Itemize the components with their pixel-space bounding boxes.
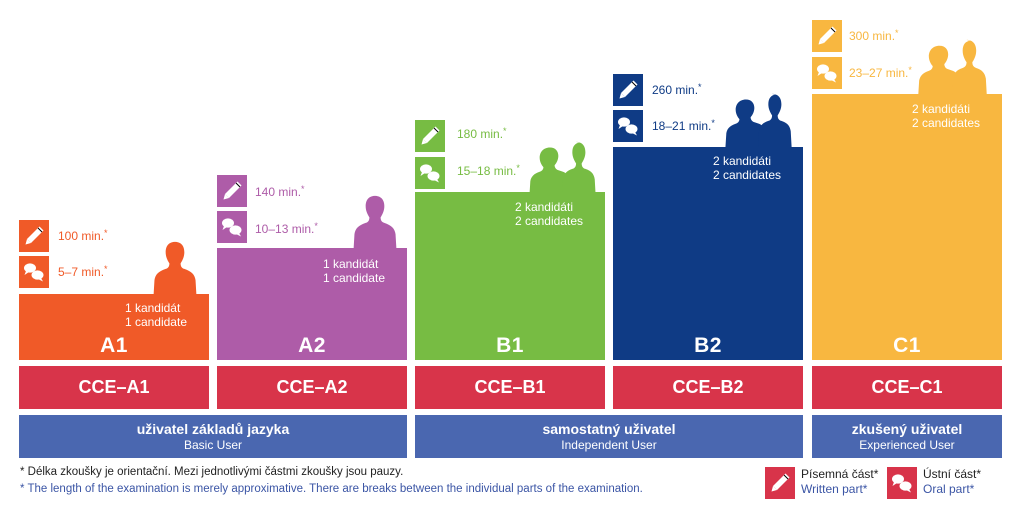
written-part-badge bbox=[812, 20, 842, 52]
user-group-cz: uživatel základů jazyka bbox=[136, 421, 290, 437]
level-column-a1: 100 min.* 5–7 min.* 1 kandidát 1 candidat… bbox=[19, 218, 209, 360]
level-column-c1: 300 min.* 23–27 min.* 2 kandidáti 2 candi… bbox=[812, 18, 1002, 360]
speech-bubbles-icon bbox=[220, 215, 244, 239]
level-label: B1 bbox=[496, 334, 524, 357]
exam-label-cce-b1: CCE–B1 bbox=[415, 366, 605, 409]
candidates-count: 1 kandidát 1 candidate bbox=[322, 257, 385, 285]
written-duration: 260 min.* bbox=[652, 82, 702, 97]
level-label: B2 bbox=[694, 334, 722, 357]
candidates-count: 2 kandidáti 2 candidates bbox=[514, 200, 583, 228]
written-part-badge bbox=[613, 74, 643, 106]
oral-duration: 5–7 min.* bbox=[58, 264, 108, 279]
candidates-count: 2 kandidáti 2 candidates bbox=[911, 102, 980, 130]
candidates-count: 1 kandidát 1 candidate bbox=[124, 301, 187, 329]
pencil-icon bbox=[616, 78, 640, 102]
level-label: C1 bbox=[893, 334, 921, 357]
level-bar-b1: 2 kandidáti 2 candidates B1 bbox=[415, 192, 605, 360]
legend-oral-en: Oral part* bbox=[923, 482, 975, 496]
user-group-independent: samostatný uživatel Independent User bbox=[415, 415, 803, 458]
written-part-badge bbox=[765, 467, 795, 499]
user-group-basic: uživatel základů jazyka Basic User bbox=[19, 415, 407, 458]
level-bar-a2: 1 kandidát 1 candidate A2 bbox=[217, 248, 407, 360]
oral-duration: 23–27 min.* bbox=[849, 65, 912, 80]
level-column-b2: 260 min.* 18–21 min.* 2 kandidáti 2 candi… bbox=[613, 72, 803, 360]
pencil-icon bbox=[815, 24, 839, 48]
level-column-a2: 140 min.* 10–13 min.* 1 kandidát 1 candid… bbox=[217, 173, 407, 360]
level-label: A1 bbox=[100, 334, 128, 357]
speech-bubbles-icon bbox=[616, 114, 640, 138]
written-duration: 180 min.* bbox=[457, 126, 507, 141]
speech-bubbles-icon bbox=[418, 161, 442, 185]
two-people-silhouette-icon bbox=[725, 92, 793, 148]
oral-part-badge bbox=[415, 157, 445, 189]
person-silhouette-icon bbox=[151, 240, 199, 296]
oral-duration: 10–13 min.* bbox=[255, 221, 318, 236]
written-part-badge bbox=[217, 175, 247, 207]
level-bar-a1: 1 kandidát 1 candidate A1 bbox=[19, 294, 209, 360]
level-column-b1: 180 min.* 15–18 min.* 2 kandidáti 2 candi… bbox=[415, 118, 605, 360]
footnote-cz: * Délka zkoušky je orientační. Mezi jedn… bbox=[20, 466, 404, 478]
legend-written-en: Written part* bbox=[801, 482, 868, 496]
speech-bubbles-icon bbox=[22, 260, 46, 284]
footnote-en: * The length of the examination is merel… bbox=[20, 483, 643, 495]
two-people-silhouette-icon bbox=[918, 38, 988, 96]
oral-part-badge bbox=[613, 110, 643, 142]
level-bar-c1: 2 kandidáti 2 candidates C1 bbox=[812, 94, 1002, 360]
exam-label-cce-b2: CCE–B2 bbox=[613, 366, 803, 409]
user-group-en: Experienced User bbox=[859, 438, 955, 452]
speech-bubbles-icon bbox=[890, 471, 914, 495]
oral-part-badge bbox=[812, 57, 842, 89]
written-duration: 100 min.* bbox=[58, 228, 108, 243]
written-part-badge bbox=[415, 120, 445, 152]
user-group-experienced: zkušený uživatel Experienced User bbox=[812, 415, 1002, 458]
two-people-silhouette-icon bbox=[529, 140, 597, 196]
user-group-en: Basic User bbox=[183, 438, 242, 452]
legend-oral-cz: Ústní část* bbox=[923, 467, 982, 481]
level-label: A2 bbox=[298, 334, 326, 357]
user-group-en: Independent User bbox=[561, 438, 657, 452]
candidates-count: 2 kandidáti 2 candidates bbox=[712, 154, 781, 182]
pencil-icon bbox=[768, 471, 792, 495]
legend-written-cz: Písemná část* bbox=[801, 467, 879, 481]
pencil-icon bbox=[22, 224, 46, 248]
oral-part-badge bbox=[217, 211, 247, 243]
legend-written-part: Písemná část* Written part* bbox=[765, 467, 878, 499]
written-duration: 140 min.* bbox=[255, 184, 305, 199]
oral-part-badge bbox=[887, 467, 917, 499]
oral-duration: 18–21 min.* bbox=[652, 118, 715, 133]
exam-label-cce-a2: CCE–A2 bbox=[217, 366, 407, 409]
pencil-icon bbox=[220, 179, 244, 203]
written-part-badge bbox=[19, 220, 49, 252]
exam-label-cce-c1: CCE–C1 bbox=[812, 366, 1002, 409]
speech-bubbles-icon bbox=[815, 61, 839, 85]
oral-duration: 15–18 min.* bbox=[457, 163, 520, 178]
exam-label-cce-a1: CCE–A1 bbox=[19, 366, 209, 409]
pencil-icon bbox=[418, 124, 442, 148]
written-duration: 300 min.* bbox=[849, 28, 899, 43]
user-group-cz: samostatný uživatel bbox=[542, 421, 676, 437]
oral-part-badge bbox=[19, 256, 49, 288]
legend-oral-part: Ústní část* Oral part* bbox=[887, 467, 981, 499]
level-bar-b2: 2 kandidáti 2 candidates B2 bbox=[613, 147, 803, 360]
user-group-cz: zkušený uživatel bbox=[851, 421, 963, 437]
person-silhouette-icon bbox=[351, 194, 399, 250]
